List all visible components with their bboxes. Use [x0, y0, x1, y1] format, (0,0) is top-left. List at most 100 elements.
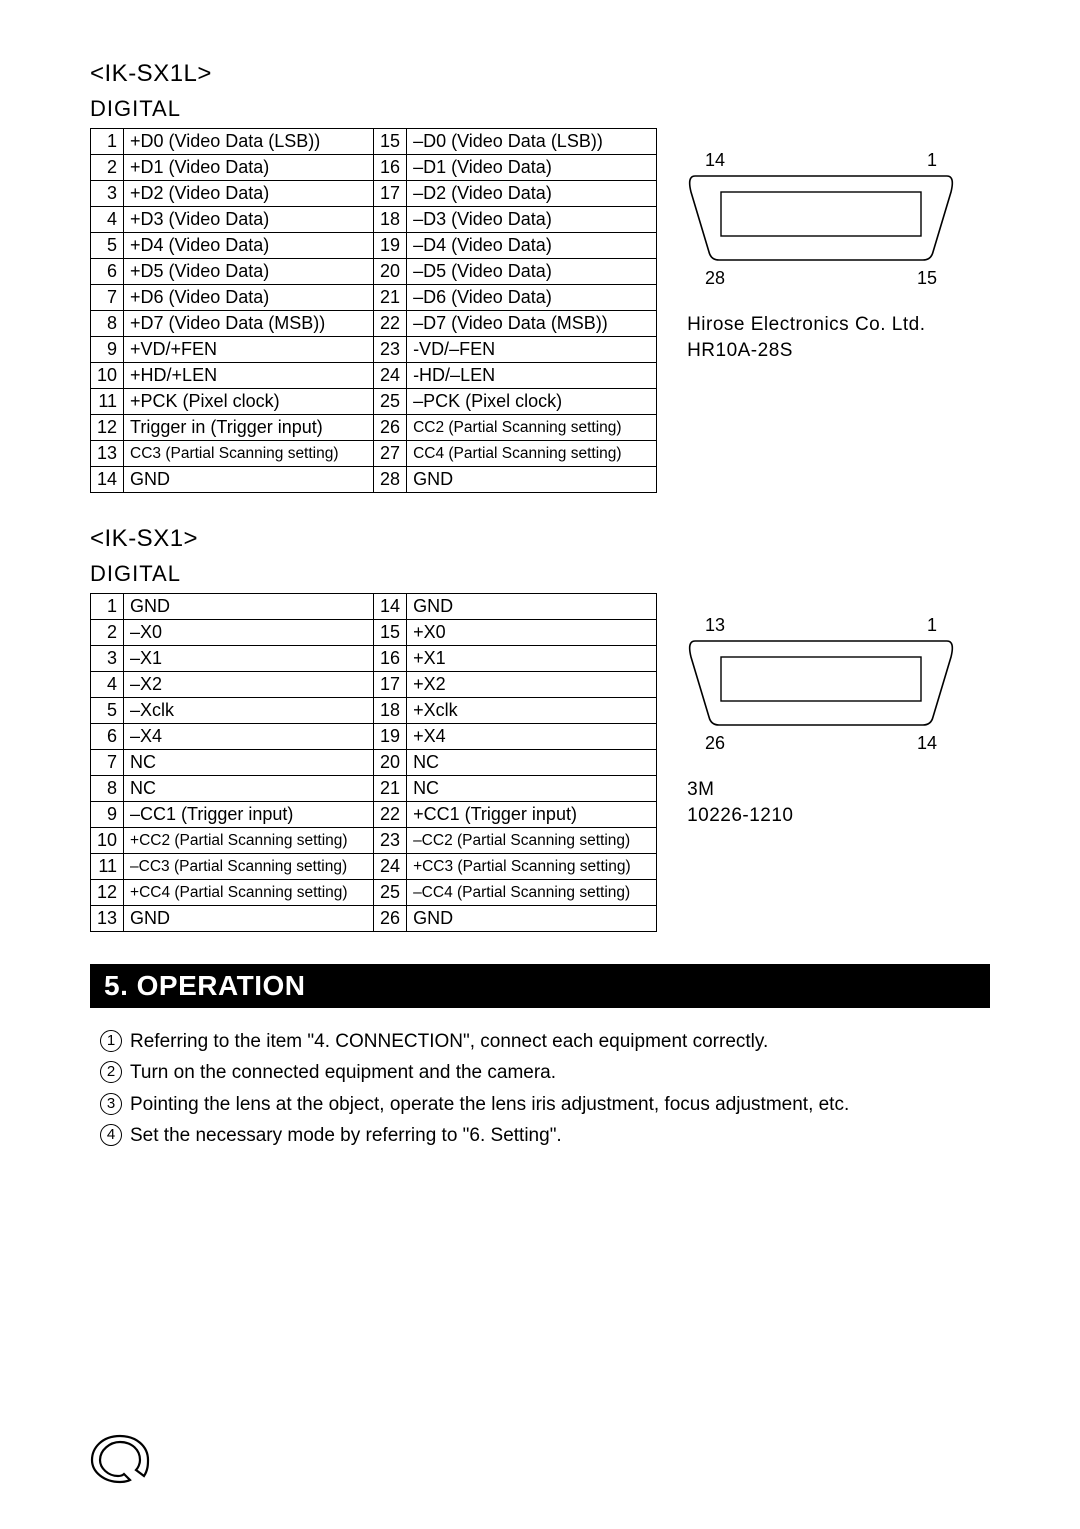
pin-number: 1 [91, 129, 124, 155]
pin-number: 8 [91, 776, 124, 802]
pin-desc: Trigger in (Trigger input) [124, 415, 374, 441]
pin-number: 16 [374, 155, 407, 181]
pin-desc: +CC3 (Partial Scanning setting) [407, 854, 657, 880]
pin-desc: NC [407, 776, 657, 802]
pin-number: 26 [374, 415, 407, 441]
table-row: 3–X116+X1 [91, 646, 657, 672]
pin-number: 27 [374, 441, 407, 467]
table-row: 10+HD/+LEN24-HD/–LEN [91, 363, 657, 389]
pin-number: 2 [91, 620, 124, 646]
table-row: 13GND26GND [91, 906, 657, 932]
pin-desc: -HD/–LEN [407, 363, 657, 389]
pin-desc: GND [407, 594, 657, 620]
pin-number: 21 [374, 285, 407, 311]
pin-desc: –X1 [124, 646, 374, 672]
pin-number: 22 [374, 802, 407, 828]
table-row: 6+D5 (Video Data)20–D5 (Video Data) [91, 259, 657, 285]
table-row: 12+CC4 (Partial Scanning setting)25–CC4 … [91, 880, 657, 906]
svg-text:1: 1 [927, 150, 937, 170]
table-row: 14GND28GND [91, 467, 657, 493]
pin-number: 16 [374, 646, 407, 672]
pin-desc: GND [407, 467, 657, 493]
pin-number: 12 [91, 880, 124, 906]
pin-number: 3 [91, 646, 124, 672]
pin-desc: +Xclk [407, 698, 657, 724]
step-text: Pointing the lens at the object, operate… [130, 1089, 849, 1120]
pin-desc: CC3 (Partial Scanning setting) [124, 441, 374, 467]
pin-desc: –D3 (Video Data) [407, 207, 657, 233]
pin-number: 13 [91, 906, 124, 932]
table-row: 5–Xclk18+Xclk [91, 698, 657, 724]
pin-desc: +D5 (Video Data) [124, 259, 374, 285]
pin-number: 11 [91, 854, 124, 880]
pin-desc: +X4 [407, 724, 657, 750]
pin-number: 5 [91, 698, 124, 724]
pin-desc: –D4 (Video Data) [407, 233, 657, 259]
pin-desc: +D7 (Video Data (MSB)) [124, 311, 374, 337]
table-row: 8NC21NC [91, 776, 657, 802]
pin-number: 15 [374, 129, 407, 155]
pin-desc: NC [124, 776, 374, 802]
table-row: 10+CC2 (Partial Scanning setting)23–CC2 … [91, 828, 657, 854]
pin-number: 26 [374, 906, 407, 932]
operation-steps: 1 Referring to the item "4. CONNECTION", … [90, 1026, 990, 1151]
pin-desc: –D6 (Video Data) [407, 285, 657, 311]
pin-number: 6 [91, 259, 124, 285]
connector-diagram: 13 1 26 14 3M10226-1210 [687, 613, 957, 828]
pin-desc: –D2 (Video Data) [407, 181, 657, 207]
operation-step: 1 Referring to the item "4. CONNECTION", … [100, 1026, 980, 1057]
operation-step: 2Turn on the connected equipment and the… [100, 1057, 980, 1088]
pin-number: 21 [374, 776, 407, 802]
connector-label: Hirose Electronics Co. Ltd.HR10A-28S [687, 312, 957, 363]
pin-number: 24 [374, 854, 407, 880]
pin-desc: +CC1 (Trigger input) [407, 802, 657, 828]
pin-number: 25 [374, 880, 407, 906]
pin-desc: –CC4 (Partial Scanning setting) [407, 880, 657, 906]
model-title: <IK-SX1L> [90, 60, 990, 88]
pin-table: 1+D0 (Video Data (LSB))15–D0 (Video Data… [90, 128, 657, 493]
table-row: 6–X419+X4 [91, 724, 657, 750]
pin-desc: +CC4 (Partial Scanning setting) [124, 880, 374, 906]
table-row: 2–X015+X0 [91, 620, 657, 646]
pin-desc: –D1 (Video Data) [407, 155, 657, 181]
pin-desc: GND [124, 906, 374, 932]
table-row: 1+D0 (Video Data (LSB))15–D0 (Video Data… [91, 129, 657, 155]
pin-desc: CC4 (Partial Scanning setting) [407, 441, 657, 467]
table-row: 4+D3 (Video Data)18–D3 (Video Data) [91, 207, 657, 233]
step-number-icon: 1 [100, 1030, 122, 1052]
pin-number: 4 [91, 672, 124, 698]
pin-desc: –Xclk [124, 698, 374, 724]
model-title: <IK-SX1> [90, 525, 990, 553]
table-row: 13CC3 (Partial Scanning setting)27CC4 (P… [91, 441, 657, 467]
footer-logo [90, 1432, 150, 1489]
pin-number: 25 [374, 389, 407, 415]
pin-desc: +HD/+LEN [124, 363, 374, 389]
operation-step: 4Set the necessary mode by referring to … [100, 1120, 980, 1151]
pin-number: 5 [91, 233, 124, 259]
pin-desc: +D3 (Video Data) [124, 207, 374, 233]
pin-number: 19 [374, 233, 407, 259]
svg-text:14: 14 [917, 733, 937, 753]
svg-text:28: 28 [705, 268, 725, 288]
pin-desc: +D4 (Video Data) [124, 233, 374, 259]
pin-number: 4 [91, 207, 124, 233]
step-text: Referring to the item "4. CONNECTION", c… [130, 1026, 768, 1057]
pin-number: 10 [91, 363, 124, 389]
pin-number: 7 [91, 285, 124, 311]
pin-number: 7 [91, 750, 124, 776]
pin-number: 20 [374, 259, 407, 285]
step-number-icon: 3 [100, 1093, 122, 1115]
page: <IK-SX1L>DIGITAL1+D0 (Video Data (LSB))1… [0, 0, 1080, 1151]
table-row: 8+D7 (Video Data (MSB))22–D7 (Video Data… [91, 311, 657, 337]
table-row: 7NC20NC [91, 750, 657, 776]
pin-desc: +VD/+FEN [124, 337, 374, 363]
table-row: 3+D2 (Video Data)17–D2 (Video Data) [91, 181, 657, 207]
pin-desc: –X2 [124, 672, 374, 698]
pin-desc: GND [407, 906, 657, 932]
pin-desc: +D2 (Video Data) [124, 181, 374, 207]
pin-number: 20 [374, 750, 407, 776]
table-row: 7+D6 (Video Data)21–D6 (Video Data) [91, 285, 657, 311]
pin-desc: NC [407, 750, 657, 776]
pin-number: 18 [374, 698, 407, 724]
pin-desc: +PCK (Pixel clock) [124, 389, 374, 415]
